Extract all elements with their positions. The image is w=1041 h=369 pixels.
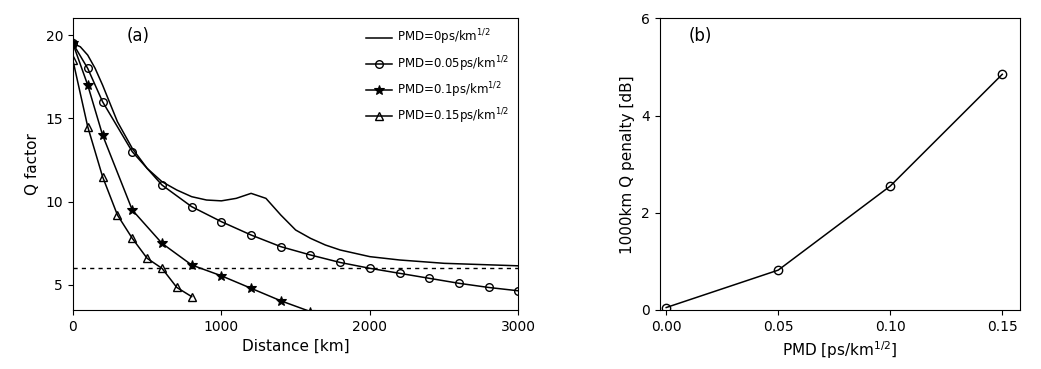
Text: (b): (b) [688,27,712,45]
Line: PMD=0ps/km$^{1/2}$: PMD=0ps/km$^{1/2}$ [73,44,518,266]
PMD=0.05ps/km$^{1/2}$ [126,149,138,154]
PMD=0.05ps/km$^{1/2}$ [482,285,494,290]
PMD=0ps/km$^{1/2}$ [363,255,376,259]
PMD=0.15ps/km$^{1/2}$ [111,213,124,217]
PMD=0.15ps/km$^{1/2}$ [156,266,169,270]
Text: (a): (a) [126,27,149,45]
PMD=0ps/km$^{1/2}$ [67,41,79,46]
PMD=0.05ps/km$^{1/2}$ [185,204,198,209]
Line: PMD=0.1ps/km$^{1/2}$: PMD=0.1ps/km$^{1/2}$ [68,39,315,317]
PMD=0.05ps/km$^{1/2}$ [215,220,228,224]
PMD=0.05ps/km$^{1/2}$ [97,100,109,104]
PMD=0.05ps/km$^{1/2}$ [304,253,316,257]
PMD=0.1ps/km$^{1/2}$ [275,299,287,303]
PMD=0ps/km$^{1/2}$ [81,53,94,57]
PMD=0.1ps/km$^{1/2}$ [156,241,169,245]
PMD=0.1ps/km$^{1/2}$ [304,310,316,314]
PMD=0ps/km$^{1/2}$ [349,251,361,256]
Y-axis label: Q factor: Q factor [25,133,40,195]
PMD=0.05ps/km$^{1/2}$ [334,260,347,265]
PMD=0.15ps/km$^{1/2}$ [126,236,138,241]
PMD=0.15ps/km$^{1/2}$ [185,294,198,299]
PMD=0.1ps/km$^{1/2}$ [67,41,79,46]
PMD=0.1ps/km$^{1/2}$ [215,273,228,278]
PMD=0.05ps/km$^{1/2}$ [245,233,257,237]
PMD=0.05ps/km$^{1/2}$ [67,41,79,46]
PMD=0ps/km$^{1/2}$ [88,66,101,70]
Y-axis label: 1000km Q penalty [dB]: 1000km Q penalty [dB] [620,75,635,254]
PMD=0.15ps/km$^{1/2}$ [97,175,109,179]
PMD=0.05ps/km$^{1/2}$ [81,66,94,70]
Line: PMD=0.15ps/km$^{1/2}$: PMD=0.15ps/km$^{1/2}$ [69,56,196,301]
PMD=0.1ps/km$^{1/2}$ [81,83,94,87]
PMD=0ps/km$^{1/2}$ [215,199,228,203]
PMD=0ps/km$^{1/2}$ [438,261,451,266]
PMD=0.15ps/km$^{1/2}$ [141,256,153,261]
X-axis label: PMD [ps/km$^{1/2}$]: PMD [ps/km$^{1/2}$] [782,339,897,361]
PMD=0ps/km$^{1/2}$ [275,213,287,217]
PMD=0ps/km$^{1/2}$ [126,146,138,151]
PMD=0ps/km$^{1/2}$ [334,248,347,252]
PMD=0ps/km$^{1/2}$ [289,228,302,232]
PMD=0ps/km$^{1/2}$ [171,188,183,192]
PMD=0ps/km$^{1/2}$ [320,243,332,247]
X-axis label: Distance [km]: Distance [km] [242,339,350,354]
PMD=0.1ps/km$^{1/2}$ [245,286,257,290]
PMD=0ps/km$^{1/2}$ [230,196,243,201]
PMD=0ps/km$^{1/2}$ [304,236,316,241]
PMD=0ps/km$^{1/2}$ [156,179,169,184]
PMD=0.1ps/km$^{1/2}$ [126,208,138,212]
PMD=0.15ps/km$^{1/2}$ [171,285,183,290]
PMD=0ps/km$^{1/2}$ [97,83,109,87]
PMD=0ps/km$^{1/2}$ [393,258,406,262]
PMD=0.1ps/km$^{1/2}$ [97,133,109,137]
PMD=0ps/km$^{1/2}$ [141,166,153,170]
PMD=0ps/km$^{1/2}$ [185,194,198,199]
PMD=0.05ps/km$^{1/2}$ [275,244,287,249]
PMD=0.05ps/km$^{1/2}$ [423,276,435,280]
PMD=0.05ps/km$^{1/2}$ [156,183,169,187]
PMD=0.05ps/km$^{1/2}$ [453,281,465,286]
PMD=0.15ps/km$^{1/2}$ [67,58,79,62]
PMD=0.1ps/km$^{1/2}$ [185,263,198,267]
PMD=0.15ps/km$^{1/2}$ [81,124,94,129]
PMD=0ps/km$^{1/2}$ [74,45,86,49]
PMD=0.05ps/km$^{1/2}$ [393,271,406,276]
PMD=0ps/km$^{1/2}$ [259,196,272,201]
PMD=0.05ps/km$^{1/2}$ [512,289,525,293]
Line: PMD=0.05ps/km$^{1/2}$: PMD=0.05ps/km$^{1/2}$ [69,39,523,294]
PMD=0.05ps/km$^{1/2}$ [363,266,376,270]
Legend: PMD=0ps/km$^{1/2}$, PMD=0.05ps/km$^{1/2}$, PMD=0.1ps/km$^{1/2}$, PMD=0.15ps/km$^: PMD=0ps/km$^{1/2}$, PMD=0.05ps/km$^{1/2}… [362,24,512,129]
PMD=0ps/km$^{1/2}$ [245,191,257,196]
PMD=0ps/km$^{1/2}$ [512,263,525,268]
PMD=0ps/km$^{1/2}$ [200,198,212,202]
PMD=0ps/km$^{1/2}$ [111,120,124,124]
